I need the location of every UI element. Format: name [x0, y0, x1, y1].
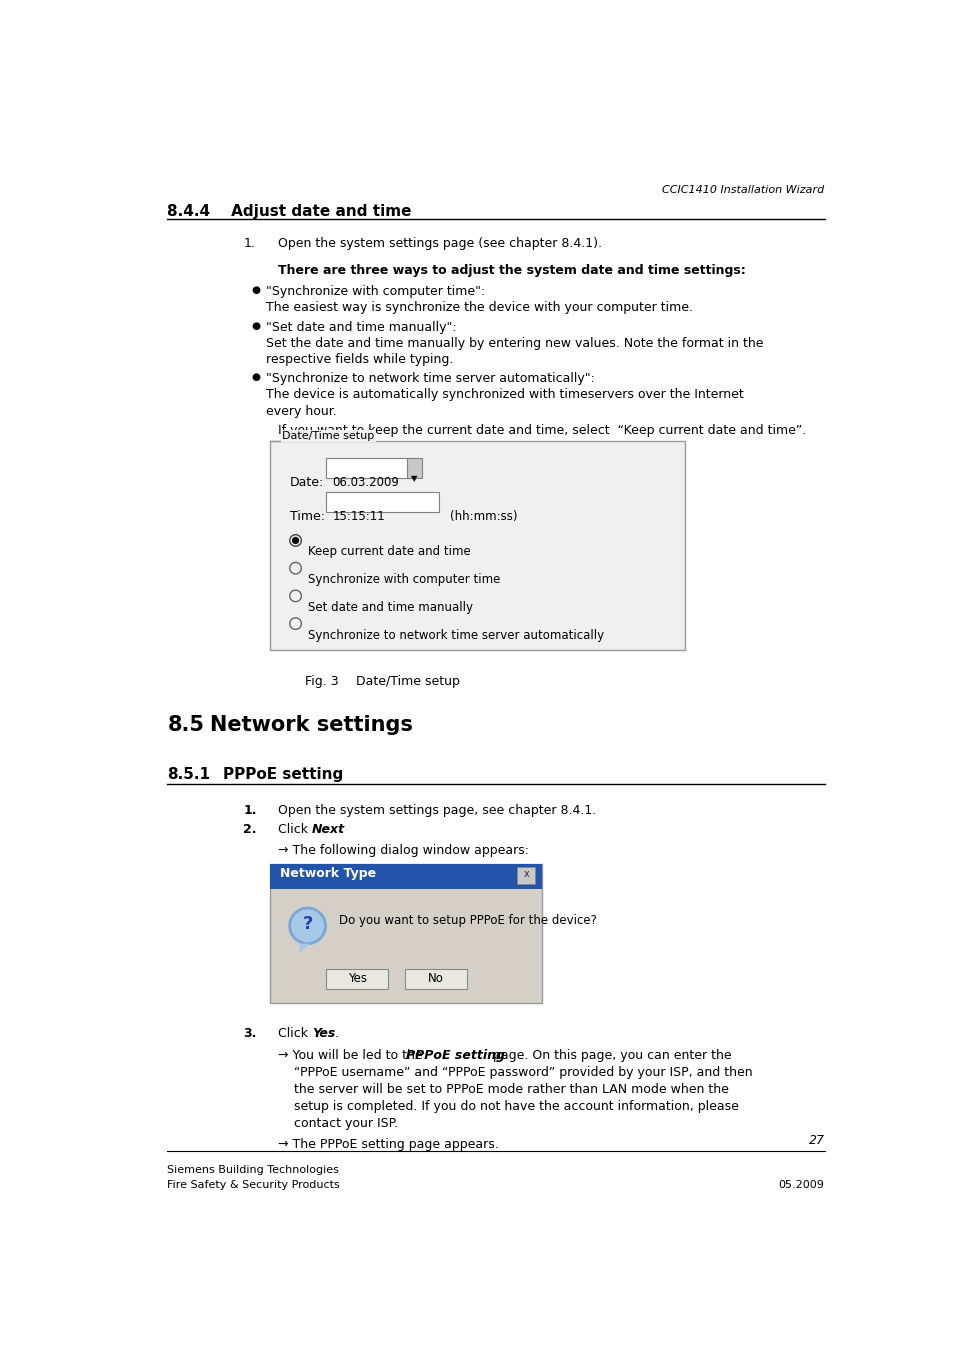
- FancyBboxPatch shape: [326, 459, 413, 478]
- Text: Network settings: Network settings: [210, 716, 413, 734]
- Text: → The PPPoE setting page appears.: → The PPPoE setting page appears.: [278, 1138, 498, 1152]
- Text: the server will be set to PPPoE mode rather than LAN mode when the: the server will be set to PPPoE mode rat…: [294, 1083, 728, 1096]
- Text: 8.4.4    Adjust date and time: 8.4.4 Adjust date and time: [167, 204, 412, 219]
- Text: setup is completed. If you do not have the account information, please: setup is completed. If you do not have t…: [294, 1100, 738, 1112]
- Text: Fire Safety & Security Products: Fire Safety & Security Products: [167, 1180, 339, 1189]
- Text: Set the date and time manually by entering new values. Note the format in the: Set the date and time manually by enteri…: [266, 336, 763, 350]
- Text: Date:: Date:: [290, 477, 324, 489]
- Text: There are three ways to adjust the system date and time settings:: There are three ways to adjust the syste…: [278, 263, 745, 277]
- Text: every hour.: every hour.: [266, 405, 337, 417]
- FancyBboxPatch shape: [270, 864, 541, 1003]
- Text: 27: 27: [807, 1134, 823, 1146]
- Text: (hh:mm:ss): (hh:mm:ss): [450, 510, 517, 522]
- Text: 3.: 3.: [243, 1027, 256, 1041]
- Text: Click: Click: [278, 1027, 312, 1041]
- Text: 06.03.2009: 06.03.2009: [332, 477, 399, 489]
- FancyBboxPatch shape: [406, 459, 422, 478]
- Circle shape: [293, 537, 298, 543]
- Circle shape: [292, 910, 323, 941]
- Text: respective fields while typing.: respective fields while typing.: [266, 352, 454, 366]
- Text: “PPPoE username” and “PPPoE password” provided by your ISP, and then: “PPPoE username” and “PPPoE password” pr…: [294, 1066, 752, 1079]
- Text: Time:: Time:: [290, 510, 324, 522]
- Text: 8.5: 8.5: [167, 716, 204, 734]
- Text: Open the system settings page (see chapter 8.4.1).: Open the system settings page (see chapt…: [278, 238, 601, 251]
- Text: ▼: ▼: [411, 474, 417, 483]
- Text: PPPoE setting: PPPoE setting: [406, 1049, 504, 1062]
- Text: page. On this page, you can enter the: page. On this page, you can enter the: [488, 1049, 731, 1062]
- FancyBboxPatch shape: [270, 864, 541, 888]
- Text: PPPoE setting: PPPoE setting: [223, 767, 343, 782]
- Polygon shape: [299, 944, 308, 952]
- FancyBboxPatch shape: [270, 440, 684, 651]
- Text: "Set date and time manually":: "Set date and time manually":: [266, 320, 456, 333]
- Text: ●: ●: [251, 285, 260, 296]
- Text: Do you want to setup PPPoE for the device?: Do you want to setup PPPoE for the devic…: [338, 914, 596, 927]
- Text: → You will be led to the: → You will be led to the: [278, 1049, 426, 1062]
- Text: Date/Time setup: Date/Time setup: [282, 431, 374, 441]
- FancyBboxPatch shape: [405, 969, 467, 990]
- Text: Open the system settings page, see chapter 8.4.1.: Open the system settings page, see chapt…: [278, 805, 596, 817]
- Text: Next: Next: [312, 822, 345, 836]
- FancyBboxPatch shape: [326, 969, 388, 990]
- Text: → The following dialog window appears:: → The following dialog window appears:: [278, 844, 529, 857]
- Text: 8.5.1: 8.5.1: [167, 767, 210, 782]
- Text: Siemens Building Technologies: Siemens Building Technologies: [167, 1165, 339, 1174]
- Text: Set date and time manually: Set date and time manually: [307, 601, 472, 614]
- Text: Yes: Yes: [312, 1027, 335, 1041]
- Text: x: x: [522, 869, 529, 879]
- Text: Synchronize with computer time: Synchronize with computer time: [307, 574, 499, 586]
- Text: CCIC1410 Installation Wizard: CCIC1410 Installation Wizard: [661, 185, 823, 196]
- Text: 1.: 1.: [243, 805, 256, 817]
- Text: Keep current date and time: Keep current date and time: [307, 545, 470, 559]
- Text: ●: ●: [251, 373, 260, 382]
- Text: ●: ●: [251, 320, 260, 331]
- Text: The device is automatically synchronized with timeservers over the Internet: The device is automatically synchronized…: [266, 389, 743, 401]
- FancyBboxPatch shape: [326, 493, 438, 513]
- Text: .: .: [335, 1027, 338, 1041]
- Text: 15:15:11: 15:15:11: [332, 510, 385, 522]
- Text: "Synchronize with computer time":: "Synchronize with computer time":: [266, 285, 485, 298]
- Text: 2.: 2.: [243, 822, 256, 836]
- Text: contact your ISP.: contact your ISP.: [294, 1116, 397, 1130]
- Text: No: No: [428, 972, 444, 986]
- Text: Click: Click: [278, 822, 312, 836]
- Text: Date/Time setup: Date/Time setup: [355, 675, 459, 687]
- Text: "Synchronize to network time server automatically":: "Synchronize to network time server auto…: [266, 373, 595, 385]
- Text: The easiest way is synchronize the device with your computer time.: The easiest way is synchronize the devic…: [266, 301, 693, 315]
- Text: If you want to keep the current date and time, select  “Keep current date and ti: If you want to keep the current date and…: [278, 424, 805, 437]
- Text: Fig. 3: Fig. 3: [305, 675, 338, 687]
- Text: ?: ?: [302, 914, 313, 933]
- Text: Network Type: Network Type: [279, 867, 375, 880]
- Text: 05.2009: 05.2009: [778, 1180, 823, 1189]
- Text: 1.: 1.: [243, 238, 254, 251]
- Circle shape: [289, 907, 326, 944]
- Text: Yes: Yes: [347, 972, 366, 986]
- FancyBboxPatch shape: [517, 867, 535, 884]
- Text: Synchronize to network time server automatically: Synchronize to network time server autom…: [307, 629, 603, 641]
- Text: .: .: [340, 822, 344, 836]
